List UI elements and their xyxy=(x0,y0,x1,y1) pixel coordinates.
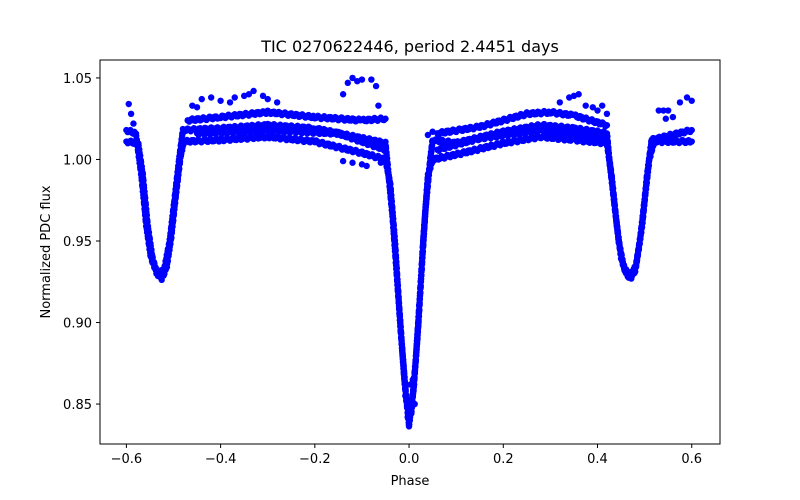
data-point xyxy=(363,162,370,170)
data-point xyxy=(382,146,389,153)
data-point xyxy=(603,122,611,129)
data-point xyxy=(259,92,267,100)
data-point xyxy=(339,91,347,98)
data-point xyxy=(193,104,201,111)
x-tick-label: −0.6 xyxy=(111,452,143,467)
chart-title: TIC 0270622446, period 2.4451 days xyxy=(260,37,559,56)
data-point xyxy=(669,113,677,121)
data-point xyxy=(339,157,347,165)
data-point xyxy=(683,94,691,101)
data-point xyxy=(556,99,564,106)
data-point xyxy=(429,128,436,135)
data-point xyxy=(349,74,356,82)
x-tick-label: 0.0 xyxy=(399,452,420,467)
data-point xyxy=(264,95,271,103)
data-point xyxy=(414,335,421,343)
y-axis-label: Normalized PDC flux xyxy=(39,185,54,318)
y-tick-label: 1.00 xyxy=(63,153,92,168)
data-point xyxy=(688,126,695,134)
data-points xyxy=(123,74,695,430)
plot-frame xyxy=(99,59,721,445)
x-axis-label: Phase xyxy=(391,474,430,489)
data-point xyxy=(377,159,384,166)
data-point xyxy=(372,82,380,90)
data-point xyxy=(424,131,432,139)
data-point xyxy=(594,107,601,114)
data-point xyxy=(375,102,382,109)
y-tick-label: 0.90 xyxy=(63,317,92,332)
data-point xyxy=(382,115,389,122)
data-point xyxy=(655,107,662,114)
x-axis-ticks: −0.6 −0.4 −0.2 0.0 0.2 0.4 0.6 xyxy=(111,444,702,467)
data-point xyxy=(405,409,413,416)
data-point xyxy=(402,392,409,400)
data-point xyxy=(358,76,366,83)
data-point xyxy=(409,376,417,383)
data-point xyxy=(125,100,132,108)
y-tick-label: 0.95 xyxy=(63,235,92,250)
data-point xyxy=(688,138,695,145)
y-tick-label: 1.05 xyxy=(63,72,92,87)
data-point xyxy=(368,76,375,83)
data-point xyxy=(660,107,667,114)
data-point xyxy=(127,110,135,118)
data-point xyxy=(411,400,418,408)
data-point xyxy=(226,99,234,106)
data-point xyxy=(273,99,281,106)
y-axis-ticks: 0.85 0.90 0.95 1.00 1.05 xyxy=(63,72,100,413)
y-tick-label: 0.85 xyxy=(63,398,92,413)
data-point xyxy=(217,97,224,104)
x-tick-label: 0.2 xyxy=(493,452,514,467)
data-point xyxy=(198,95,205,103)
data-point xyxy=(688,97,695,104)
data-point xyxy=(603,110,611,118)
data-point xyxy=(207,94,215,101)
data-point xyxy=(676,99,684,106)
data-point xyxy=(407,381,414,388)
data-point xyxy=(582,102,589,109)
data-point xyxy=(404,413,411,421)
data-point xyxy=(599,102,606,109)
data-point xyxy=(231,94,238,101)
data-point xyxy=(349,159,356,166)
x-tick-label: −0.2 xyxy=(299,452,331,467)
data-point xyxy=(245,91,253,98)
x-tick-label: 0.6 xyxy=(681,452,702,467)
x-tick-label: 0.4 xyxy=(587,452,608,467)
data-point xyxy=(662,115,670,122)
data-point xyxy=(397,327,404,334)
x-tick-label: −0.4 xyxy=(205,452,237,467)
data-point xyxy=(664,107,672,114)
data-point xyxy=(575,91,582,98)
data-point xyxy=(344,79,352,87)
data-point xyxy=(603,135,611,142)
data-point xyxy=(250,87,257,95)
data-point xyxy=(130,120,137,127)
data-point xyxy=(589,104,596,111)
